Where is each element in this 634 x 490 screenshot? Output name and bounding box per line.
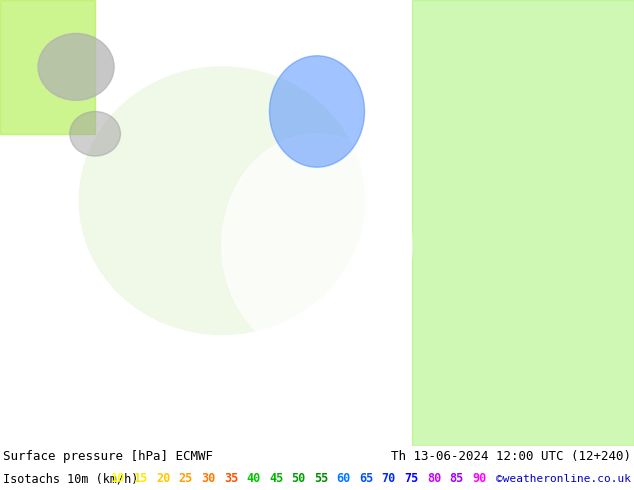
Text: ©weatheronline.co.uk: ©weatheronline.co.uk: [496, 474, 631, 484]
Text: Th 13-06-2024 12:00 UTC (12+240): Th 13-06-2024 12:00 UTC (12+240): [391, 450, 631, 464]
Ellipse shape: [79, 67, 365, 334]
Bar: [0, 0, 95, 134]
Text: 25: 25: [179, 472, 193, 486]
Text: 30: 30: [201, 472, 216, 486]
Text: 90: 90: [472, 472, 486, 486]
Ellipse shape: [38, 33, 114, 100]
Text: Surface pressure [hPa] ECMWF: Surface pressure [hPa] ECMWF: [3, 450, 213, 464]
Text: 65: 65: [359, 472, 373, 486]
Text: 40: 40: [247, 472, 261, 486]
Text: 15: 15: [134, 472, 148, 486]
Bar: [412, 0, 634, 446]
Text: 55: 55: [314, 472, 328, 486]
Text: 45: 45: [269, 472, 283, 486]
Text: 35: 35: [224, 472, 238, 486]
Text: 50: 50: [292, 472, 306, 486]
Text: 80: 80: [427, 472, 441, 486]
Ellipse shape: [269, 56, 365, 167]
Text: Isotachs 10m (km/h): Isotachs 10m (km/h): [3, 472, 153, 486]
Ellipse shape: [70, 111, 120, 156]
Text: 85: 85: [450, 472, 463, 486]
Text: 60: 60: [337, 472, 351, 486]
Text: 10: 10: [111, 472, 125, 486]
Text: 20: 20: [156, 472, 171, 486]
Text: 75: 75: [404, 472, 418, 486]
Text: 70: 70: [382, 472, 396, 486]
Ellipse shape: [222, 134, 412, 357]
